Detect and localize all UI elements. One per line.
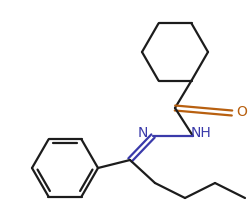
Text: O: O [237,105,247,119]
Text: N: N [138,126,148,140]
Text: NH: NH [191,126,211,140]
